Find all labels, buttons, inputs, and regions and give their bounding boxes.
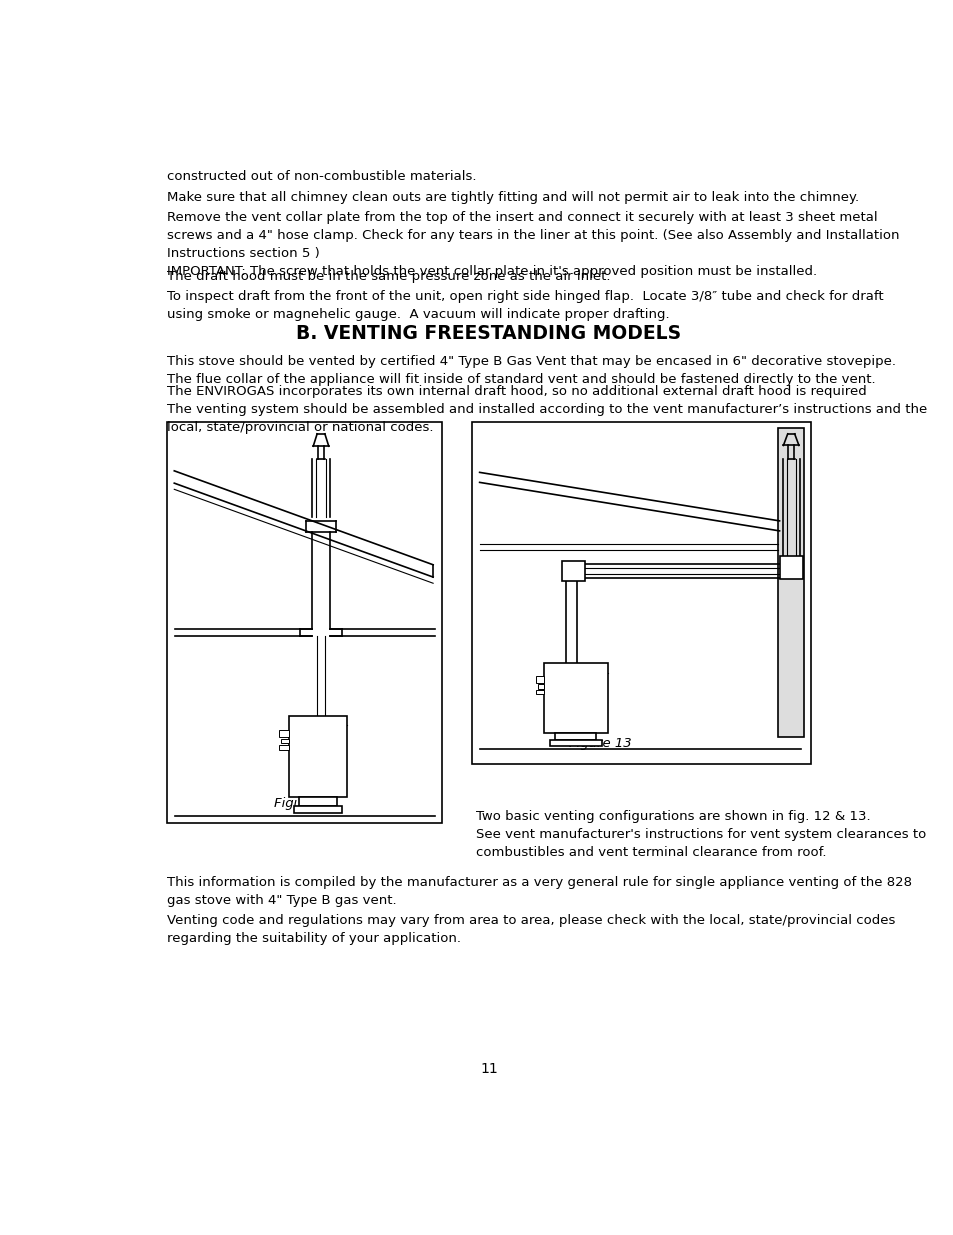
Text: Two basic venting configurations are shown in fig. 12 & 13.
See vent manufacture: Two basic venting configurations are sho… xyxy=(476,810,925,860)
Bar xyxy=(298,797,336,805)
Bar xyxy=(537,684,543,689)
Bar xyxy=(555,732,596,740)
Bar xyxy=(549,740,601,746)
Bar xyxy=(561,561,584,580)
Bar xyxy=(294,805,341,814)
Bar xyxy=(536,690,543,694)
Text: The draft hood must be in the same pressure zone as the air inlet.: The draft hood must be in the same press… xyxy=(167,270,610,283)
Text: Figure 12: Figure 12 xyxy=(274,797,335,810)
Text: The ENVIROGAS incorporates its own internal draft hood, so no additional externa: The ENVIROGAS incorporates its own inter… xyxy=(167,385,926,435)
Text: Remove the vent collar plate from the top of the insert and connect it securely : Remove the vent collar plate from the to… xyxy=(167,211,899,278)
Bar xyxy=(779,556,802,579)
Text: Venting code and regulations may vary from area to area, please check with the l: Venting code and regulations may vary fr… xyxy=(167,914,895,945)
Text: This information is compiled by the manufacturer as a very general rule for sing: This information is compiled by the manu… xyxy=(167,876,911,906)
Bar xyxy=(472,421,810,764)
Text: constructed out of non-combustible materials.: constructed out of non-combustible mater… xyxy=(167,169,476,183)
Bar xyxy=(167,421,442,824)
Bar xyxy=(278,745,289,750)
Text: Figure 13: Figure 13 xyxy=(569,737,631,751)
Bar xyxy=(778,427,803,737)
Text: B. VENTING FREESTANDING MODELS: B. VENTING FREESTANDING MODELS xyxy=(296,324,680,343)
Bar xyxy=(281,739,289,743)
Text: To inspect draft from the front of the unit, open right side hinged flap.  Locat: To inspect draft from the front of the u… xyxy=(167,290,883,321)
Text: This stove should be vented by certified 4" Type B Gas Vent that may be encased : This stove should be vented by certified… xyxy=(167,354,896,385)
Text: Make sure that all chimney clean outs are tightly fitting and will not permit ai: Make sure that all chimney clean outs ar… xyxy=(167,190,859,204)
Bar xyxy=(289,716,347,797)
Bar xyxy=(543,663,607,732)
Bar xyxy=(536,676,543,683)
Text: 11: 11 xyxy=(479,1062,497,1076)
Bar xyxy=(278,730,289,737)
